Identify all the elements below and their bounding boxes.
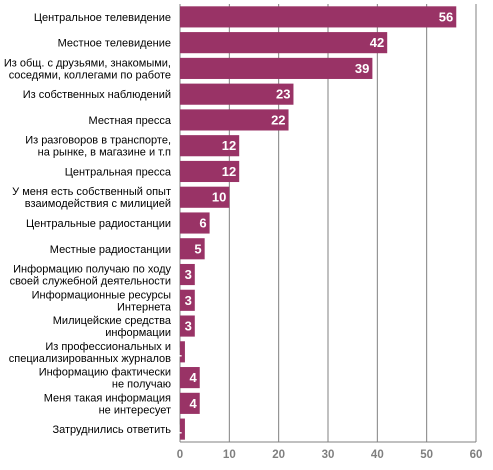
category-label: не интересует [99,404,171,416]
category-label: Местное телевидение [58,38,171,50]
category-label: Затруднились ответить [52,424,171,436]
category-label: Милицейские средства [53,315,172,327]
value-label: 1 [175,422,182,437]
value-label: 42 [370,35,384,50]
category-label: информации [105,327,171,339]
value-label: 3 [185,267,192,282]
value-label: 3 [185,293,192,308]
category-label: Местные радиостанции [50,244,171,256]
bar [180,212,210,234]
x-tick-label: 50 [420,449,433,461]
bar [180,109,289,131]
bar [180,263,195,286]
value-label: 12 [222,164,236,179]
category-labels: Центральное телевидение Местное телевиден… [4,12,172,436]
value-label: 1 [175,344,182,359]
category-label: взаимодействия с милицией [25,198,171,210]
category-label: не получаю [112,379,171,391]
bar [180,289,195,311]
value-label: 5 [194,241,201,256]
category-label: Из общ. с друзьями, знакомыми, [4,57,171,69]
bar [180,186,230,208]
value-label: 4 [189,396,197,411]
category-label: Меня такая информация [44,392,171,404]
category-label: своей служебной деятельности [10,276,171,288]
category-label: Информацию получаю по ходу [13,264,171,276]
bar [180,57,373,79]
bar [180,6,457,28]
category-label: У меня есть собственный опыт [12,186,171,198]
category-label: Информационные ресурсы [32,289,171,301]
value-label: 39 [355,61,369,76]
value-label: 12 [222,138,236,153]
category-label: Из разговоров в транспорте, [25,135,171,147]
x-tick-label: 30 [322,449,335,461]
value-label: 22 [271,112,285,127]
category-label: Центральная пресса [65,166,172,178]
category-label: специализированных журналов [9,353,171,365]
bar [180,418,185,440]
x-tick-label: 20 [272,449,285,461]
category-label: Центральные радиостанции [26,218,171,230]
x-tick-label: 40 [371,449,384,461]
bar [180,238,205,260]
bar [180,32,388,54]
value-label: 23 [276,87,290,102]
value-label: 56 [439,9,453,24]
category-label: Центральное телевидение [34,12,171,24]
bar [180,160,240,183]
x-tick-label: 0 [177,449,183,461]
category-label: на рынке, в магазине и т.п [38,147,171,159]
bar [180,135,240,157]
bars [180,6,457,440]
x-axis-ticks: 0 10 20 30 40 50 60 [177,449,483,461]
bar [180,83,294,105]
bar [180,315,195,337]
x-tick-label: 10 [223,449,236,461]
value-label: 10 [212,190,226,205]
category-label: Из профессиональных и [45,341,171,353]
value-label: 3 [185,319,192,334]
category-label: Интернета [117,301,172,313]
bar [180,341,185,363]
category-label: Местная пресса [89,115,172,127]
bar [180,367,200,389]
category-label: Информацию фактически [39,367,171,379]
value-label: 6 [199,216,206,231]
x-tick-label: 60 [470,449,483,461]
value-label: 4 [189,370,197,385]
category-label: Из собственных наблюдений [23,89,171,101]
category-label: соседями, коллегами по работе [9,69,171,81]
bar [180,392,200,414]
